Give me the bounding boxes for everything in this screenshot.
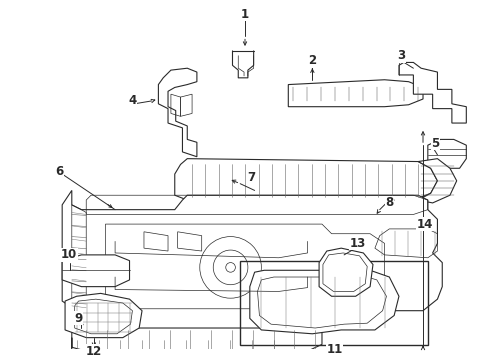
- Text: 5: 5: [431, 137, 440, 150]
- Polygon shape: [175, 159, 438, 200]
- Polygon shape: [250, 270, 399, 334]
- Text: 13: 13: [349, 237, 366, 250]
- Text: 12: 12: [86, 345, 102, 357]
- Text: 9: 9: [74, 312, 83, 325]
- Bar: [240, 261, 428, 345]
- Text: 11: 11: [326, 343, 343, 356]
- Text: 6: 6: [55, 165, 63, 178]
- Text: 10: 10: [61, 248, 77, 261]
- Polygon shape: [72, 328, 322, 354]
- Polygon shape: [399, 62, 466, 123]
- Polygon shape: [288, 80, 423, 107]
- Polygon shape: [428, 139, 466, 168]
- Text: 4: 4: [128, 94, 137, 107]
- Polygon shape: [62, 190, 442, 330]
- Polygon shape: [319, 248, 373, 296]
- Polygon shape: [72, 338, 279, 360]
- Text: 7: 7: [247, 171, 256, 184]
- Text: 1: 1: [241, 8, 249, 21]
- Polygon shape: [65, 293, 142, 338]
- Text: 14: 14: [417, 217, 433, 231]
- Polygon shape: [418, 159, 457, 203]
- Text: 8: 8: [385, 197, 393, 210]
- Polygon shape: [62, 255, 129, 287]
- Text: 3: 3: [397, 49, 405, 62]
- Polygon shape: [158, 68, 197, 157]
- Text: 2: 2: [308, 54, 317, 67]
